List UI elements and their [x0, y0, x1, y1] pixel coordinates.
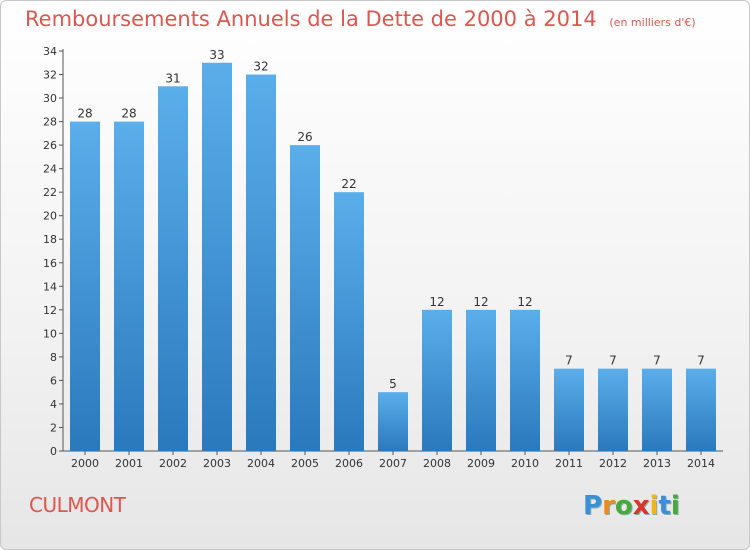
bar — [202, 62, 232, 451]
y-tick-label: 4 — [50, 398, 57, 411]
data-label: 12 — [473, 295, 488, 309]
data-label: 32 — [253, 60, 268, 74]
bar — [378, 392, 408, 451]
bar — [554, 368, 584, 451]
x-tick-label: 2014 — [687, 457, 715, 470]
bar — [114, 121, 144, 452]
data-label: 7 — [609, 354, 617, 368]
x-tick-label: 2003 — [203, 457, 231, 470]
x-tick-label: 2010 — [511, 457, 539, 470]
y-tick-label: 22 — [43, 186, 57, 199]
x-tick-label: 2002 — [159, 457, 187, 470]
x-tick-label: 2007 — [379, 457, 407, 470]
x-tick-label: 2004 — [247, 457, 275, 470]
logo-letter: i — [649, 491, 659, 521]
data-label: 22 — [341, 177, 356, 191]
bar — [642, 368, 672, 451]
data-label: 26 — [297, 130, 312, 144]
data-label: 33 — [209, 48, 224, 62]
chart-title: Remboursements Annuels de la Dette de 20… — [25, 7, 696, 31]
data-label: 5 — [389, 377, 397, 391]
bar — [686, 368, 716, 451]
data-label: 28 — [121, 107, 136, 121]
proxiti-logo[interactable]: Proxiti — [583, 491, 680, 521]
bar — [246, 74, 276, 451]
logo-letter: x — [632, 491, 650, 521]
y-tick-label: 12 — [43, 304, 57, 317]
data-label: 7 — [697, 354, 705, 368]
y-tick-label: 34 — [43, 45, 57, 58]
data-label: 31 — [165, 71, 180, 85]
y-tick-label: 30 — [43, 92, 57, 105]
data-label: 12 — [429, 295, 444, 309]
chart-subtitle: (en milliers d'€) — [609, 16, 696, 29]
logo-letter: i — [670, 491, 680, 521]
y-tick-label: 26 — [43, 139, 57, 152]
y-tick-label: 6 — [50, 374, 57, 387]
y-tick-label: 18 — [43, 233, 57, 246]
data-label: 12 — [517, 295, 532, 309]
y-tick-label: 32 — [43, 69, 57, 82]
y-tick-label: 0 — [50, 445, 57, 458]
y-tick-label: 28 — [43, 116, 57, 129]
logo-letter: t — [658, 491, 671, 521]
y-tick-label: 10 — [43, 327, 57, 340]
bar — [466, 309, 496, 451]
x-tick-label: 2013 — [643, 457, 671, 470]
bar — [158, 86, 188, 451]
y-tick-label: 8 — [50, 351, 57, 364]
chart-title-text: Remboursements Annuels de la Dette de 20… — [25, 7, 597, 31]
y-tick-label: 20 — [43, 210, 57, 223]
bar — [334, 192, 364, 452]
x-tick-label: 2009 — [467, 457, 495, 470]
x-tick-label: 2012 — [599, 457, 627, 470]
y-tick-label: 24 — [43, 163, 57, 176]
data-label: 7 — [653, 354, 661, 368]
x-tick-label: 2000 — [71, 457, 99, 470]
data-label: 28 — [77, 107, 92, 121]
bar — [422, 309, 452, 451]
x-tick-label: 2001 — [115, 457, 143, 470]
y-tick-label: 16 — [43, 257, 57, 270]
bar — [290, 145, 320, 451]
y-tick-label: 14 — [43, 280, 57, 293]
x-tick-label: 2005 — [291, 457, 319, 470]
logo-letter: o — [614, 491, 633, 521]
data-label: 7 — [565, 354, 573, 368]
bar — [598, 368, 628, 451]
x-tick-label: 2011 — [555, 457, 583, 470]
bar — [70, 121, 100, 452]
x-tick-label: 2006 — [335, 457, 363, 470]
bar — [510, 309, 540, 451]
y-tick-label: 2 — [50, 421, 57, 434]
x-tick-label: 2008 — [423, 457, 451, 470]
logo-letter: P — [583, 491, 603, 521]
place-name: CULMONT — [29, 493, 126, 517]
logo-letter: r — [602, 491, 615, 521]
